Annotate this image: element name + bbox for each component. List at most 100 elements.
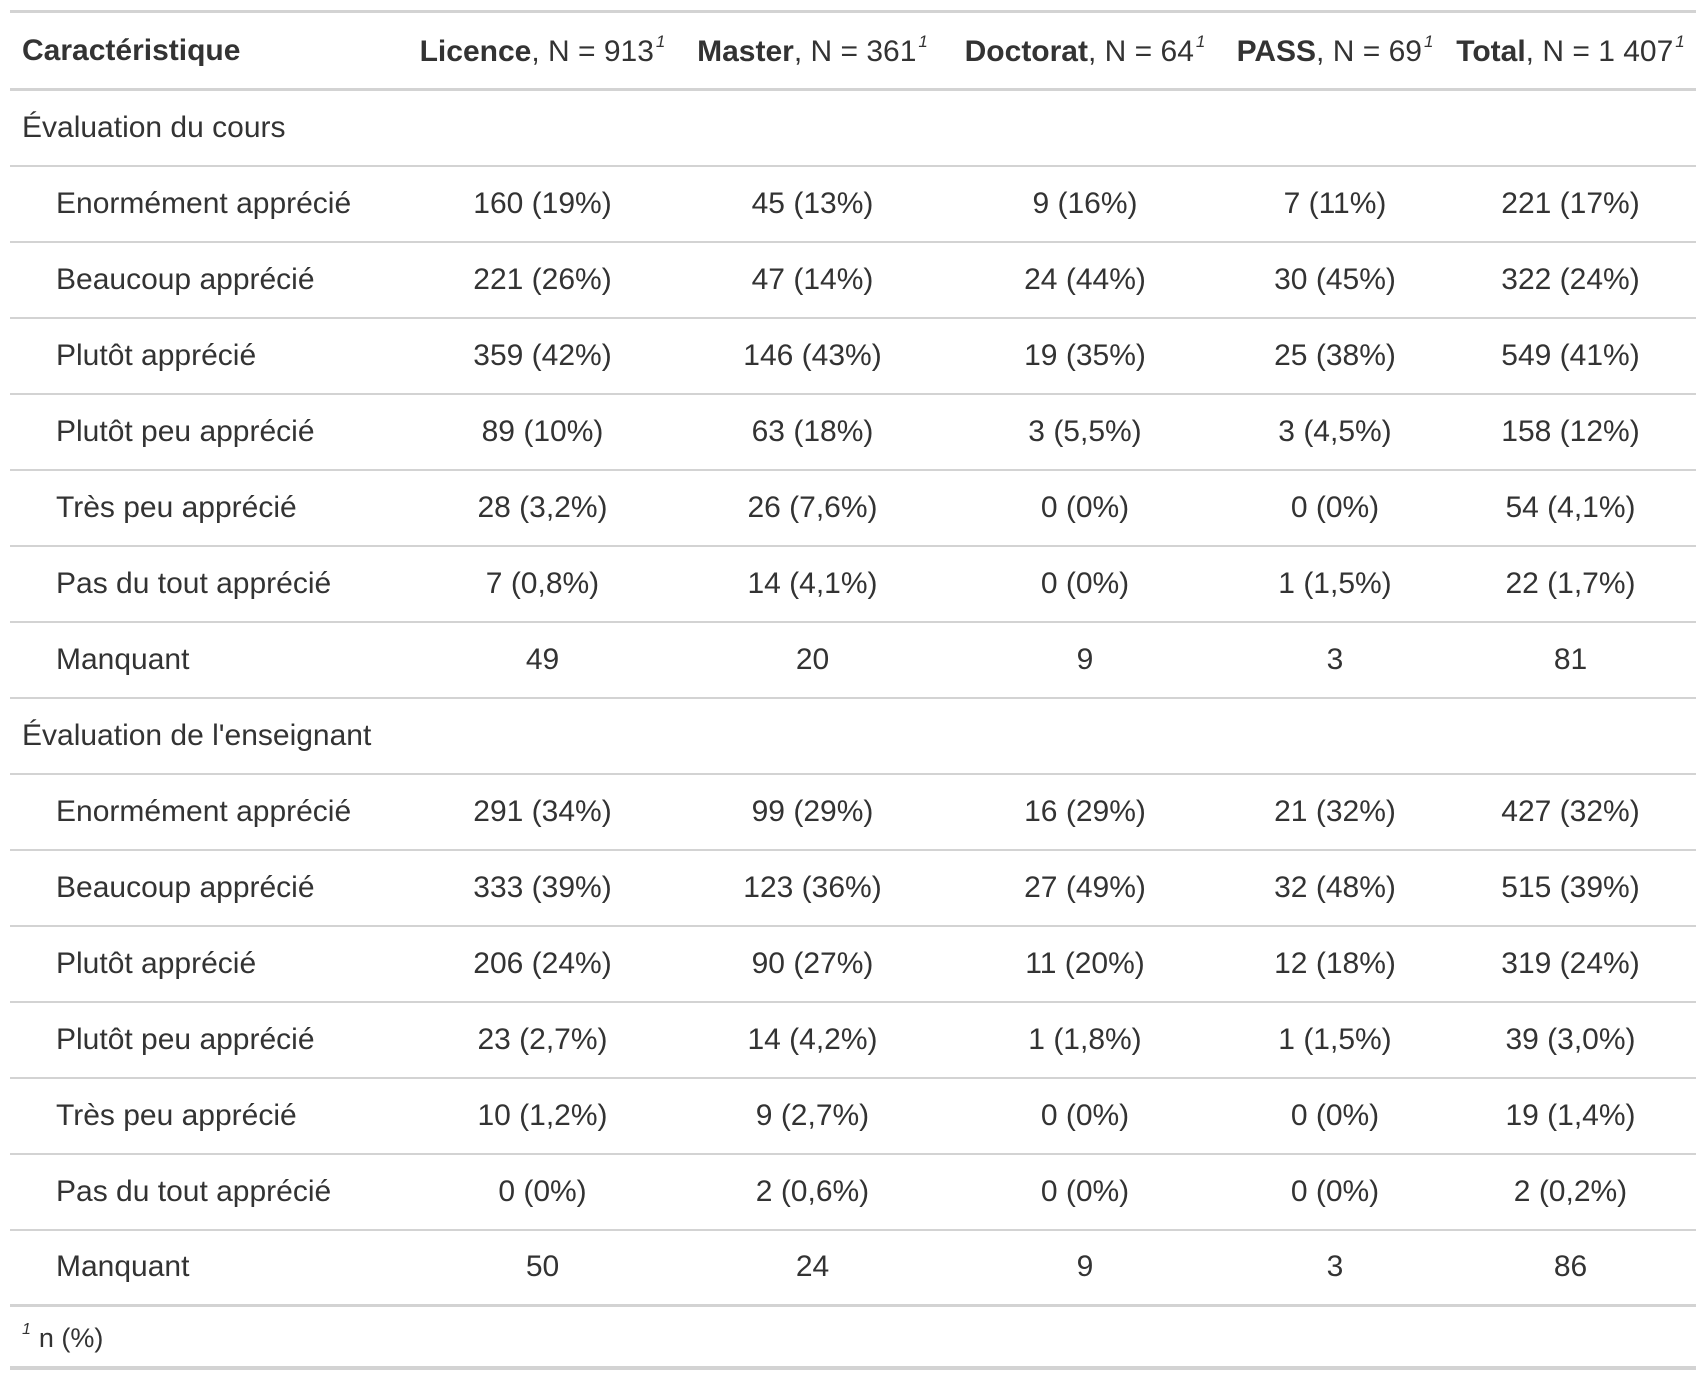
row-value-cell: 11 (20%) <box>945 925 1225 1003</box>
row-value-cell: 1 (1,5%) <box>1225 545 1445 623</box>
row-value-cell: 39 (3,0%) <box>1445 1001 1696 1079</box>
row-value-cell: 14 (4,2%) <box>680 1001 945 1079</box>
row-label: Enormément apprécié <box>10 773 405 851</box>
row-value-cell: 54 (4,1%) <box>1445 469 1696 547</box>
table-row: Beaucoup apprécié 333 (39%) 123 (36%) 27 (4… <box>10 849 1696 927</box>
table-row: Manquant 49 20 9 3 81 <box>10 621 1696 699</box>
group-title: Évaluation du cours <box>10 89 1696 167</box>
header-col-note: 1 <box>655 32 666 51</box>
row-value-cell: 221 (17%) <box>1445 165 1696 243</box>
row-value-cell: 86 <box>1445 1229 1696 1307</box>
row-label: Plutôt apprécié <box>10 925 405 1003</box>
row-value-cell: 333 (39%) <box>405 849 680 927</box>
table-row: Plutôt peu apprécié 23 (2,7%) 14 (4,2%) 1 (… <box>10 1001 1696 1079</box>
row-value-cell: 2 (0,6%) <box>680 1153 945 1231</box>
header-col-note: 1 <box>1675 32 1685 51</box>
row-value-cell: 28 (3,2%) <box>405 469 680 547</box>
row-value-cell: 9 <box>945 1229 1225 1307</box>
row-value-cell: 319 (24%) <box>1445 925 1696 1003</box>
table-row: Pas du tout apprécié 0 (0%) 2 (0,6%) 0 (0%)… <box>10 1153 1696 1231</box>
row-label: Manquant <box>10 1229 405 1307</box>
row-value-cell: 0 (0%) <box>945 469 1225 547</box>
row-value-cell: 22 (1,7%) <box>1445 545 1696 623</box>
row-value-cell: 3 (5,5%) <box>945 393 1225 471</box>
row-value-cell: 359 (42%) <box>405 317 680 395</box>
table-row: Beaucoup apprécié 221 (26%) 47 (14%) 24 (44… <box>10 241 1696 319</box>
header-col-note: 1 <box>1195 32 1206 51</box>
row-value-cell: 32 (48%) <box>1225 849 1445 927</box>
row-value-cell: 0 (0%) <box>945 1077 1225 1155</box>
table-row: Très peu apprécié 28 (3,2%) 26 (7,6%) 0 (0%… <box>10 469 1696 547</box>
row-value-cell: 10 (1,2%) <box>405 1077 680 1155</box>
row-value-cell: 27 (49%) <box>945 849 1225 927</box>
row-value-cell: 49 <box>405 621 680 699</box>
header-col-label: Doctorat <box>964 35 1088 68</box>
row-value-cell: 0 (0%) <box>1225 1077 1445 1155</box>
row-value-cell: 427 (32%) <box>1445 773 1696 851</box>
row-value-cell: 291 (34%) <box>405 773 680 851</box>
table-row: Plutôt peu apprécié 89 (10%) 63 (18%) 3 (5,… <box>10 393 1696 471</box>
table-footnote: 1 n (%) <box>10 1307 1696 1370</box>
table-body: Évaluation du cours Enormément apprécié 16… <box>10 89 1696 1307</box>
summary-table-container: Caractéristique Licence, N = 913 1 Master… <box>10 10 1696 1370</box>
header-characteristic: Caractéristique <box>10 10 405 91</box>
table-header: Caractéristique Licence, N = 913 1 Master… <box>10 10 1696 91</box>
header-col-n: , N = 913 <box>531 35 654 68</box>
row-value-cell: 24 (44%) <box>945 241 1225 319</box>
row-value-cell: 45 (13%) <box>680 165 945 243</box>
header-col-note: 1 <box>918 32 928 51</box>
group-header-row: Évaluation de l'enseignant <box>10 697 1696 775</box>
header-col-label: Licence <box>419 35 532 68</box>
row-value-cell: 3 <box>1225 621 1445 699</box>
header-total: Total, N = 1 407 1 <box>1445 10 1696 91</box>
row-value-cell: 158 (12%) <box>1445 393 1696 471</box>
row-value-cell: 81 <box>1445 621 1696 699</box>
row-value-cell: 63 (18%) <box>680 393 945 471</box>
row-value-cell: 146 (43%) <box>680 317 945 395</box>
table-row: Enormément apprécié 160 (19%) 45 (13%) 9 (1… <box>10 165 1696 243</box>
row-label: Manquant <box>10 621 405 699</box>
row-value-cell: 12 (18%) <box>1225 925 1445 1003</box>
header-col-n: , N = 361 <box>793 35 917 68</box>
header-master: Master, N = 361 1 <box>680 10 945 91</box>
row-value-cell: 0 (0%) <box>1225 469 1445 547</box>
row-value-cell: 19 (1,4%) <box>1445 1077 1696 1155</box>
header-col-note: 1 <box>1423 32 1434 51</box>
row-value-cell: 21 (32%) <box>1225 773 1445 851</box>
group-header-row: Évaluation du cours <box>10 89 1696 167</box>
row-label: Plutôt apprécié <box>10 317 405 395</box>
row-value-cell: 549 (41%) <box>1445 317 1696 395</box>
row-value-cell: 23 (2,7%) <box>405 1001 680 1079</box>
header-licence: Licence, N = 913 1 <box>405 10 680 91</box>
header-col-n: , N = 69 <box>1316 35 1422 68</box>
table-row: Manquant 50 24 9 3 86 <box>10 1229 1696 1307</box>
row-value-cell: 160 (19%) <box>405 165 680 243</box>
row-value-cell: 9 (16%) <box>945 165 1225 243</box>
table-row: Enormément apprécié 291 (34%) 99 (29%) 16 (… <box>10 773 1696 851</box>
row-value-cell: 1 (1,5%) <box>1225 1001 1445 1079</box>
table-row: Plutôt apprécié 359 (42%) 146 (43%) 19 (35%… <box>10 317 1696 395</box>
row-value-cell: 99 (29%) <box>680 773 945 851</box>
row-value-cell: 0 (0%) <box>945 545 1225 623</box>
footnote-text: n (%) <box>38 1323 104 1353</box>
row-value-cell: 123 (36%) <box>680 849 945 927</box>
row-value-cell: 25 (38%) <box>1225 317 1445 395</box>
header-col-n: , N = 64 <box>1087 35 1194 68</box>
row-value-cell: 30 (45%) <box>1225 241 1445 319</box>
header-pass: PASS, N = 69 1 <box>1225 10 1445 91</box>
row-value-cell: 90 (27%) <box>680 925 945 1003</box>
row-value-cell: 0 (0%) <box>1225 1153 1445 1231</box>
header-row: Caractéristique Licence, N = 913 1 Master… <box>10 10 1696 91</box>
row-value-cell: 206 (24%) <box>405 925 680 1003</box>
summary-table: Caractéristique Licence, N = 913 1 Master… <box>10 10 1696 1307</box>
row-value-cell: 0 (0%) <box>945 1153 1225 1231</box>
row-value-cell: 26 (7,6%) <box>680 469 945 547</box>
table-row: Très peu apprécié 10 (1,2%) 9 (2,7%) 0 (0%)… <box>10 1077 1696 1155</box>
row-value-cell: 7 (11%) <box>1225 165 1445 243</box>
footnote-mark: 1 <box>22 1321 31 1338</box>
row-label: Beaucoup apprécié <box>10 849 405 927</box>
row-label: Enormément apprécié <box>10 165 405 243</box>
row-value-cell: 515 (39%) <box>1445 849 1696 927</box>
row-value-cell: 3 <box>1225 1229 1445 1307</box>
row-value-cell: 20 <box>680 621 945 699</box>
